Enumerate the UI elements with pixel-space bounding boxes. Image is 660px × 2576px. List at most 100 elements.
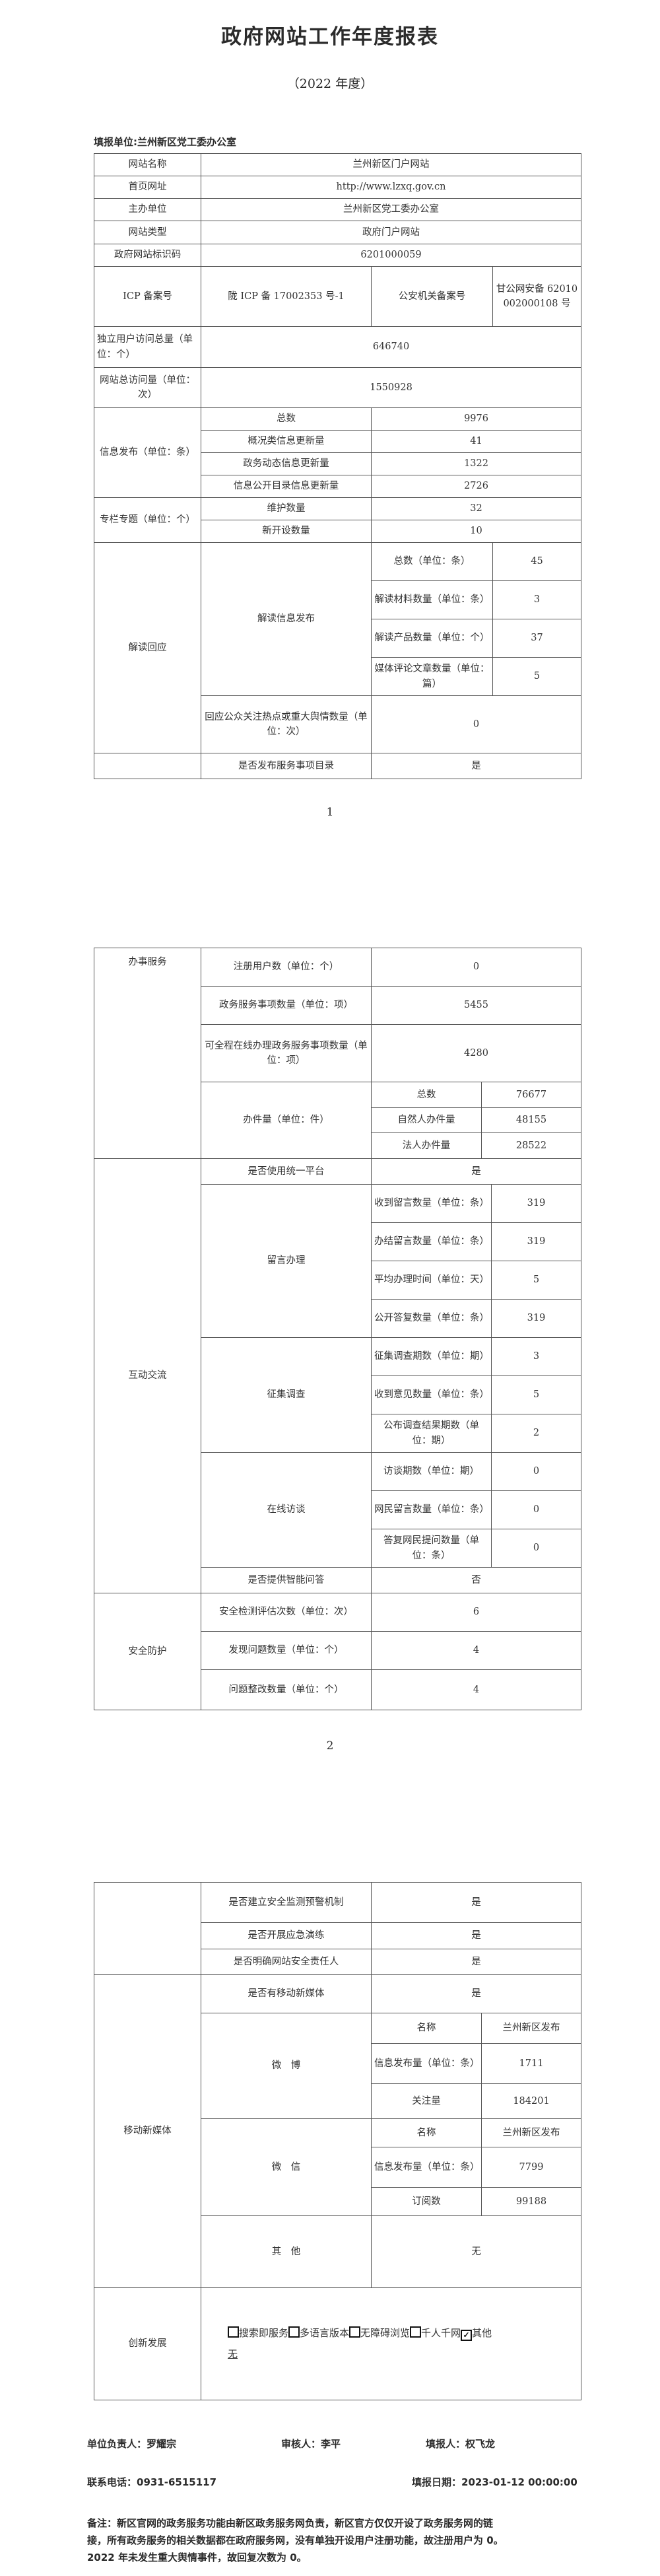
option-multilingual[interactable]: 多语言版本 — [288, 2326, 350, 2340]
value-cell: 319 — [491, 1299, 581, 1338]
row-info-overview: 概况类信息更新量 41 — [94, 430, 582, 453]
value-cell: 9976 — [370, 407, 582, 431]
value-cell: 3 — [492, 580, 582, 619]
option-label: 搜索即服务 — [239, 2327, 289, 2340]
row-wechat-posts: 信息发布量（单位：条） 7799 — [94, 2147, 581, 2188]
row-msg-received: 留言办理 收到留言数量（单位：条） 319 — [94, 1184, 581, 1338]
row-innovation: 创新发展 搜索即服务 多语言版本 无障碍浏览 千人千网 ✓ 其他 无 — [94, 2287, 581, 2400]
row-site-code: 政府网站标识码 6201000059 — [94, 244, 582, 267]
innovation-options: 搜索即服务 多语言版本 无障碍浏览 千人千网 ✓ 其他 无 — [201, 2287, 581, 2400]
checkbox-checked-icon[interactable]: ✓ — [461, 2330, 473, 2342]
value-cell: 10 — [370, 520, 582, 543]
value-cell: 319 — [491, 1184, 581, 1223]
row-security-responsible: 是否明确网站安全责任人 是 — [94, 1949, 581, 1975]
row-weibo-name: 微 博 名称 兰州新区发布 — [94, 2013, 581, 2119]
page-number: 1 — [326, 806, 334, 819]
label-cell: 收到意见数量（单位：条） — [371, 1375, 492, 1414]
label-cell: 其 他 — [201, 2215, 372, 2288]
row-cases-persons: 自然人办件量 48155 — [94, 1107, 581, 1133]
label-cell: 关注量 — [371, 2083, 482, 2119]
principal: 单位负责人：罗耀宗 — [87, 2438, 177, 2450]
row-columns-new: 新开设数量 10 — [94, 520, 582, 543]
section-label: 安全防护 — [94, 1593, 201, 1710]
label-cell: ICP 备案号 — [94, 266, 201, 327]
value-cell: 184201 — [481, 2083, 581, 2119]
value-cell: 6201000059 — [200, 244, 582, 267]
label-cell: 自然人办件量 — [371, 1107, 482, 1133]
label-cell: 可全程在线办理政务服务事项数量（单位：项） — [201, 1024, 372, 1082]
checkbox-unchecked-icon[interactable] — [288, 2326, 300, 2338]
label-cell: 政务动态信息更新量 — [201, 452, 372, 475]
label-cell: 名称 — [371, 2013, 482, 2044]
label-cell: 新开设数量 — [201, 520, 372, 543]
label-cell: 是否使用统一平台 — [201, 1158, 372, 1185]
homepage-url: http://www.lzxq.gov.cn — [200, 176, 582, 199]
subsection-label: 微 博 — [201, 2013, 372, 2119]
value-cell: 48155 — [481, 1107, 581, 1133]
label-cell: 征集调查期数（单位：期） — [371, 1337, 492, 1376]
report-table-page-2: 办事服务 注册用户数（单位：个） 0 政务服务事项数量（单位：项） 5455 可… — [94, 948, 581, 1710]
row-service-catalog: 是否发布服务事项目录 是 — [94, 753, 582, 779]
value-cell: 5 — [491, 1375, 581, 1414]
section-label: 专栏专题（单位：个） — [94, 497, 201, 543]
row-sponsor: 主办单位 兰州新区党工委办公室 — [94, 198, 582, 221]
row-info-catalog: 信息公开目录信息更新量 2726 — [94, 475, 582, 498]
label-cell: 总数（单位：条） — [371, 542, 493, 581]
filling-date: 填报日期：2023-01-12 00:00:00 — [412, 2476, 578, 2488]
value-cell: 646740 — [200, 326, 582, 368]
report-year: （2022 年度） — [286, 77, 374, 91]
row-online-items: 可全程在线办理政务服务事项数量（单位：项） 4280 — [94, 1024, 581, 1082]
subsection-label: 解读信息发布 — [201, 542, 372, 696]
label-cell: 发现问题数量（单位：个） — [201, 1631, 372, 1670]
value-cell: 319 — [491, 1222, 581, 1261]
label-cell: 总数 — [371, 1082, 482, 1108]
label-cell: 是否建立安全监测预警机制 — [201, 1882, 372, 1923]
row-response: 回应公众关注热点或重大舆情数量（单位：次） 0 — [94, 695, 582, 753]
row-interp-total: 解读回应 解读信息发布 总数（单位：条） 45 — [94, 542, 582, 753]
label-cell: 平均办理时间（单位：天） — [371, 1261, 492, 1300]
row-msg-avg-time: 平均办理时间（单位：天） 5 — [94, 1261, 581, 1300]
option-accessibility[interactable]: 无障碍浏览 — [349, 2326, 411, 2340]
option-other[interactable]: ✓ 其他 — [461, 2327, 492, 2342]
option-label: 无障碍浏览 — [360, 2327, 411, 2340]
value-cell: 兰州新区发布 — [481, 2118, 581, 2147]
option-search-service[interactable]: 搜索即服务 — [228, 2326, 289, 2340]
value-cell: 是 — [371, 1949, 581, 1975]
label-cell: 解读材料数量（单位：条） — [371, 580, 493, 619]
label-cell: 首页网址 — [94, 176, 201, 199]
label-cell: 网站类型 — [94, 221, 201, 244]
value-cell: 5455 — [371, 986, 581, 1025]
row-info-news: 政务动态信息更新量 1322 — [94, 452, 582, 475]
section-label: 信息发布（单位：条） — [94, 407, 201, 498]
label-cell: 是否明确网站安全责任人 — [201, 1949, 372, 1975]
option-label: 多语言版本 — [300, 2327, 350, 2340]
section-label: 互动交流 — [94, 1158, 201, 1593]
label-cell: 是否有移动新媒体 — [201, 1974, 372, 2013]
value-cell: 6 — [371, 1593, 581, 1632]
value-cell: 兰州新区门户网站 — [200, 153, 582, 176]
row-interp-products: 解读产品数量（单位：个） 37 — [94, 619, 582, 658]
value-cell: 0 — [491, 1490, 581, 1529]
value-cell: 是 — [371, 1882, 581, 1923]
label-cell: 办结留言数量（单位：条） — [371, 1222, 492, 1261]
value-cell: 76677 — [481, 1082, 581, 1108]
value-cell: 1322 — [370, 452, 582, 475]
remarks: 备注：新区官网的政务服务功能由新区政务服务网负责，新区官方仅仅开设了政务服务网的… — [87, 2517, 504, 2563]
row-info-total: 信息发布（单位：条） 总数 9976 — [94, 407, 582, 498]
option-personalized[interactable]: 千人千网 — [410, 2326, 461, 2339]
checkbox-unchecked-icon[interactable] — [410, 2326, 422, 2338]
empty-cell — [94, 753, 201, 779]
page-title: 政府网站工作年度报表 — [221, 25, 439, 49]
label-cell: 是否提供智能问答 — [201, 1567, 372, 1593]
label-cell: 答复网民提问数量（单位：条） — [371, 1529, 492, 1568]
row-unified-platform: 互动交流 是否使用统一平台 是 — [94, 1158, 581, 1593]
checkbox-unchecked-icon[interactable] — [228, 2326, 239, 2338]
checkbox-unchecked-icon[interactable] — [349, 2326, 361, 2338]
row-survey-results: 公布调查结果期数（单位：期） 2 — [94, 1414, 581, 1453]
value-cell: 政府门户网站 — [200, 221, 582, 244]
label-cell: 政务服务事项数量（单位：项） — [201, 986, 372, 1025]
value-cell: 28522 — [481, 1132, 581, 1159]
row-service-items: 政务服务事项数量（单位：项） 5455 — [94, 986, 581, 1025]
label-cell: 媒体评论文章数量（单位：篇） — [371, 657, 493, 696]
value-cell: 41 — [370, 430, 582, 453]
